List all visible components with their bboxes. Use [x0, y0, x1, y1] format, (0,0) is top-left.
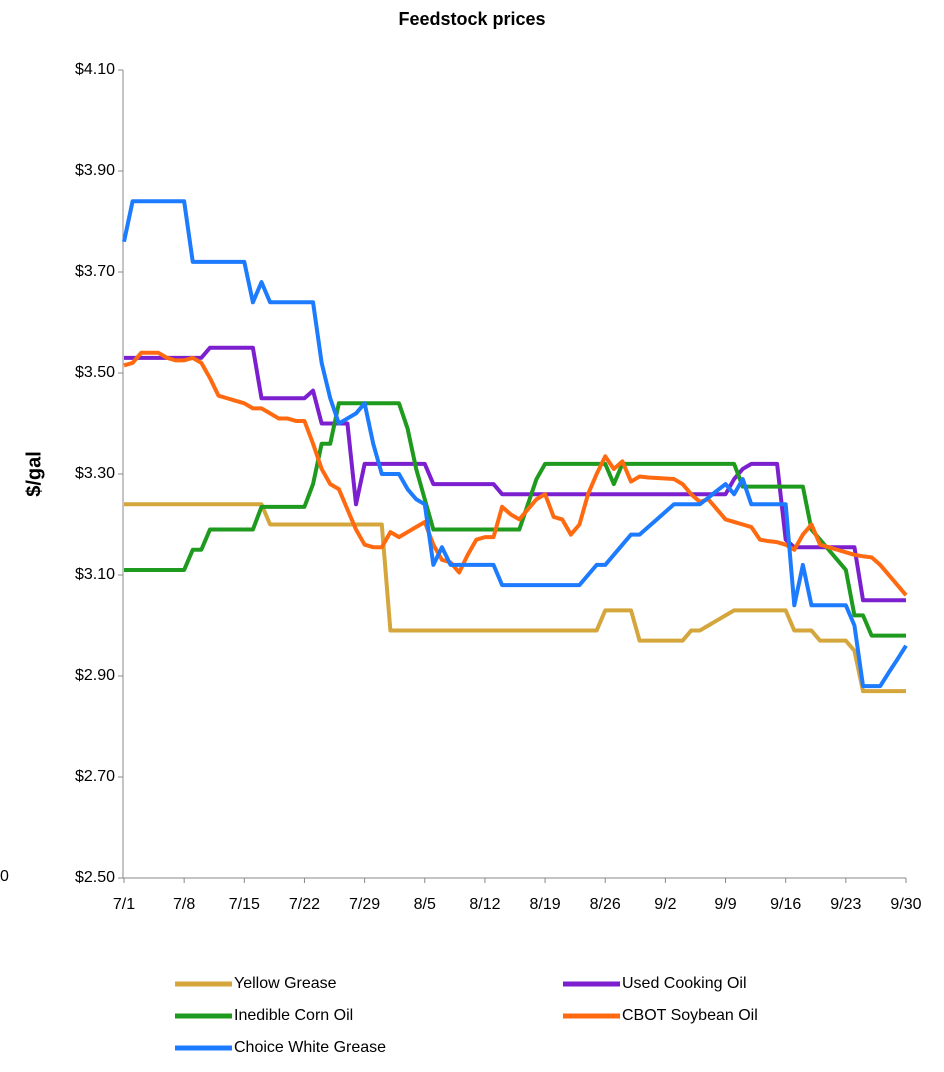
y-tick-label: $2.70: [75, 768, 115, 785]
y-tick-label: $3.70: [75, 263, 115, 280]
x-tick-label: 7/15: [229, 896, 260, 913]
y-tick-label: $2.90: [75, 667, 115, 684]
x-tick-label: 9/2: [654, 896, 676, 913]
y-tick-label: $4.10: [75, 61, 115, 78]
x-tick-label: 7/29: [349, 896, 380, 913]
series-line: [124, 502, 906, 694]
chart-title: Feedstock prices: [398, 9, 545, 29]
y-tick-label: $3.30: [75, 465, 115, 482]
x-tick-label: 7/1: [113, 896, 135, 913]
x-tick-label: 8/19: [530, 896, 561, 913]
y-tick-label: $3.50: [75, 364, 115, 381]
x-tick-label: 9/16: [770, 896, 801, 913]
x-tick-label: 7/22: [289, 896, 320, 913]
legend-label: Used Cooking Oil: [622, 975, 747, 992]
y-tick-label: $3.90: [75, 162, 115, 179]
x-tick-label: 9/9: [714, 896, 736, 913]
series-line: [124, 345, 906, 603]
series-line: [123, 350, 908, 597]
legend-label: Choice White Grease: [234, 1039, 386, 1056]
x-tick-label: 9/30: [890, 896, 921, 913]
series-line: [124, 401, 906, 638]
x-tick-label: 8/26: [590, 896, 621, 913]
legend-label: Yellow Grease: [234, 975, 337, 992]
legend-label: CBOT Soybean Oil: [622, 1007, 758, 1024]
y-axis-label: $/gal: [23, 451, 45, 497]
x-tick-label: 9/23: [830, 896, 861, 913]
x-tick-label: 7/8: [173, 896, 195, 913]
x-tick-label: 8/12: [469, 896, 500, 913]
legend-label: Inedible Corn Oil: [234, 1007, 353, 1024]
y-tick-label: $2.50: [75, 869, 115, 886]
y-tick-label: $3.10: [75, 566, 115, 583]
annotation: 0: [0, 868, 9, 885]
x-tick-label: 8/5: [414, 896, 436, 913]
series-line: [122, 199, 908, 689]
